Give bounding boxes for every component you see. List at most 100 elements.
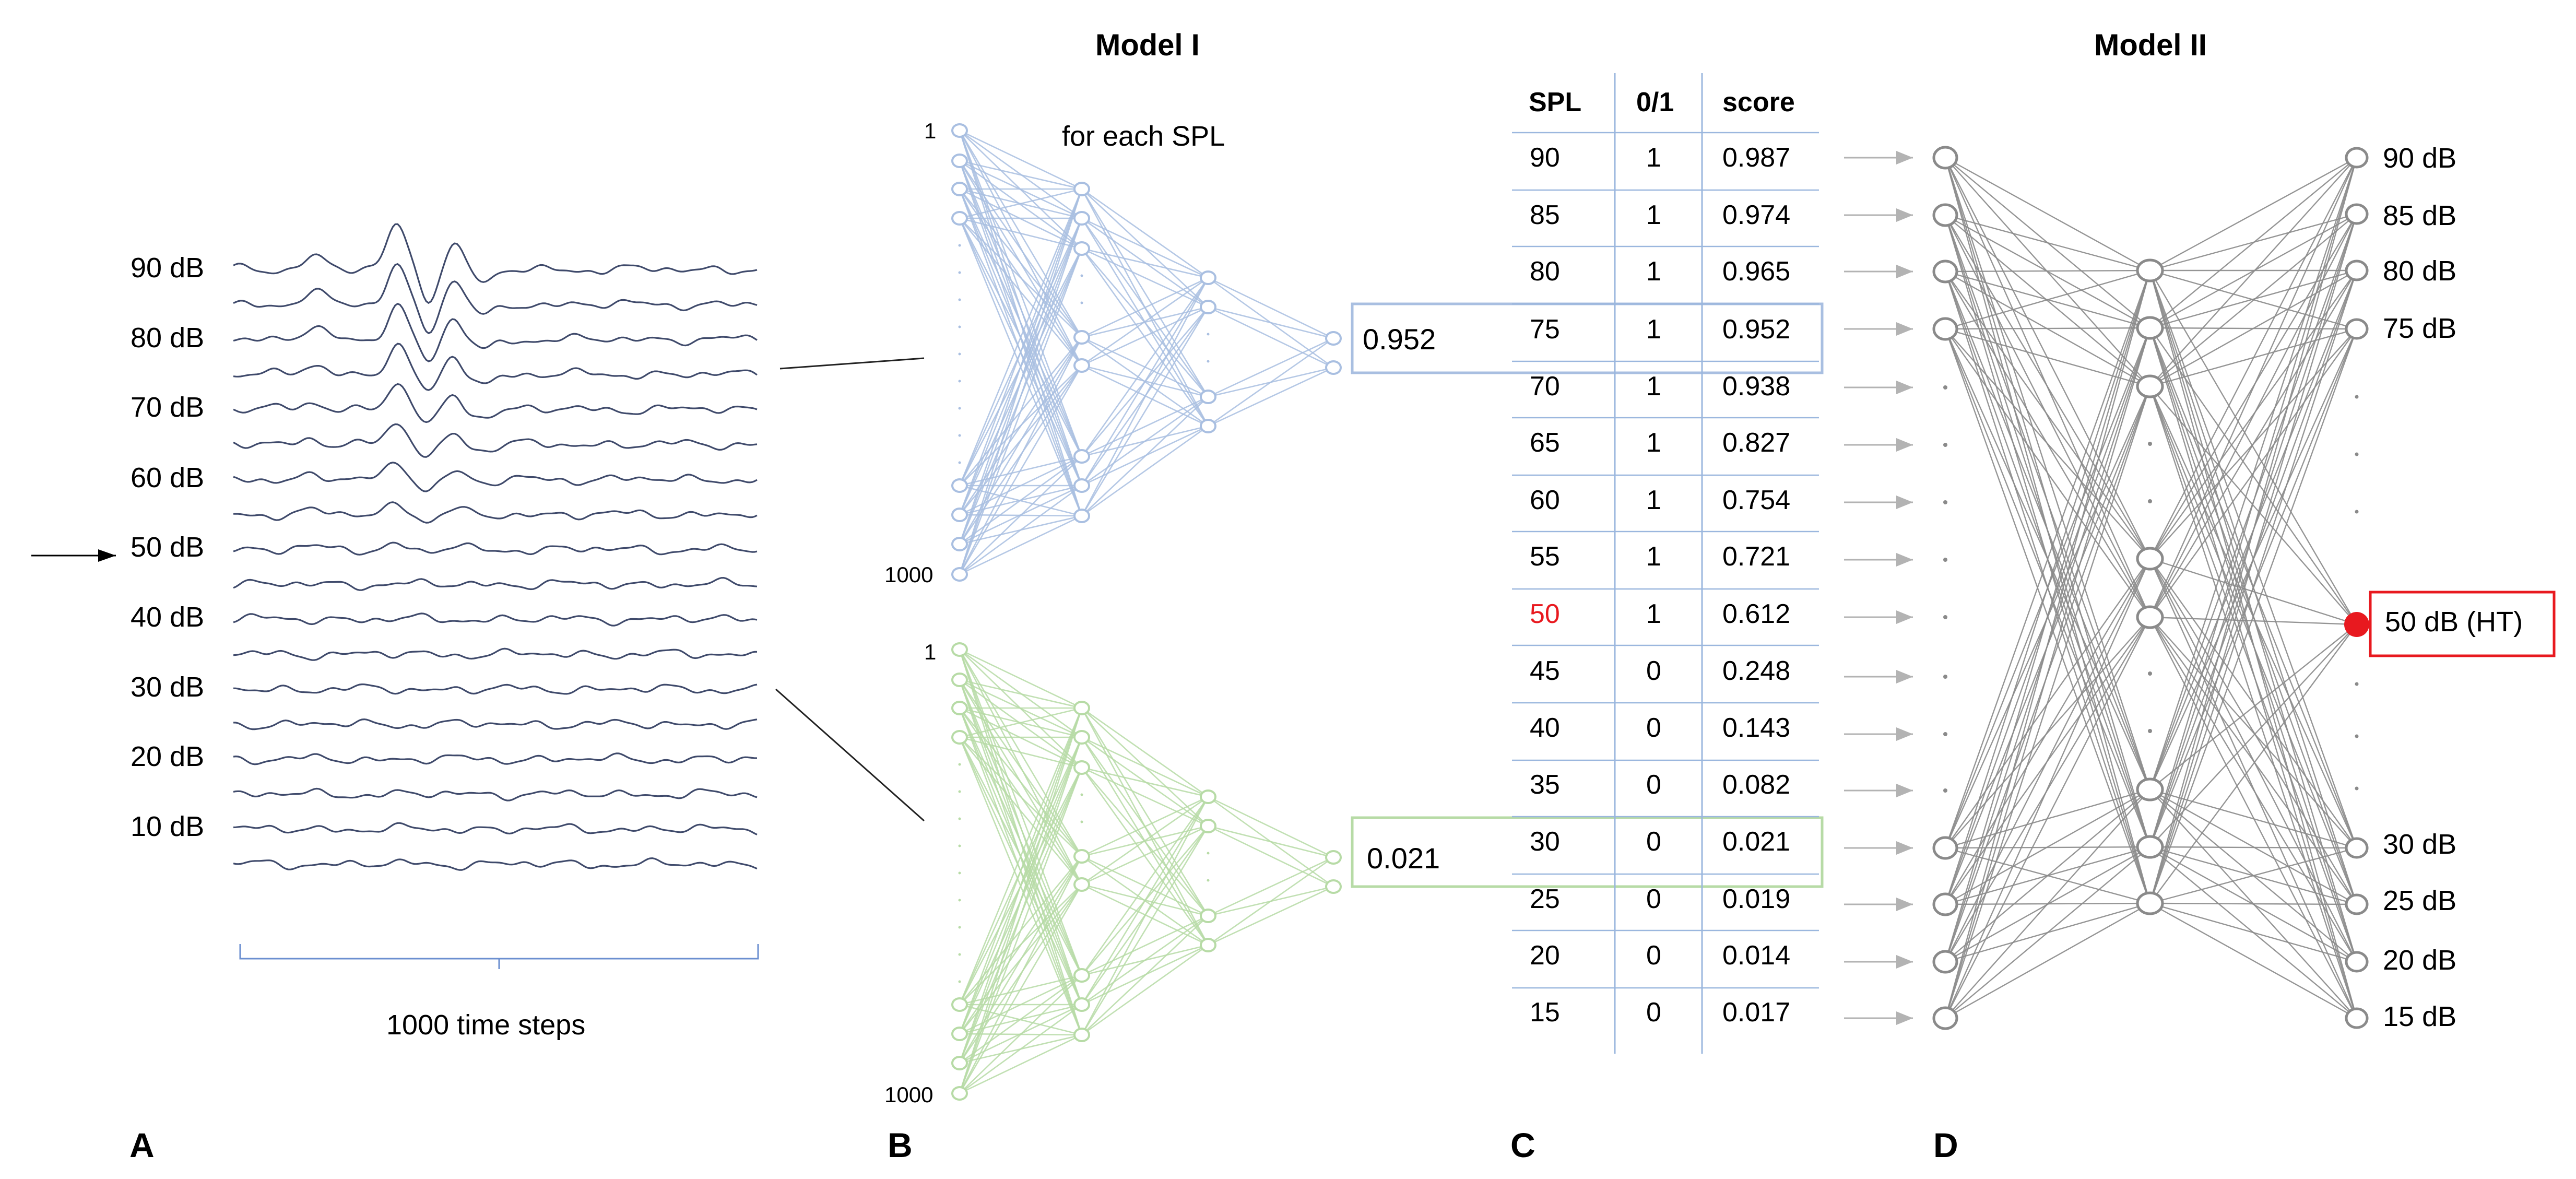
table-cell-label: 1 xyxy=(1646,143,1661,173)
table-cell-label: 1 xyxy=(1646,314,1661,345)
green-net-node xyxy=(1200,789,1216,804)
blue-net-node xyxy=(951,123,968,138)
green-output-box xyxy=(1351,816,1824,888)
blue-net-ellipsis-dot xyxy=(958,434,961,437)
model-two-edge xyxy=(2149,157,2357,387)
table-cell-label: 1 xyxy=(1646,541,1661,572)
model-two-edge xyxy=(1945,214,2150,272)
model-two-output-node xyxy=(2345,203,2369,225)
green-net-edge xyxy=(959,649,1082,709)
blue-net-edge xyxy=(1208,337,1334,427)
connector-to-blue-net xyxy=(779,357,925,370)
blue-net-edge xyxy=(959,160,1083,338)
blue-net-node xyxy=(951,537,968,551)
abr-waveforms xyxy=(31,223,925,969)
blue-net-edge xyxy=(1081,277,1209,457)
model-two-output-node xyxy=(2345,147,2369,169)
blue-net-edge xyxy=(959,188,1083,545)
model-two-edge xyxy=(1945,157,2150,272)
green-net-node xyxy=(1073,1028,1090,1042)
model-two-edge xyxy=(2149,386,2358,905)
green-net-ellipsis-dot xyxy=(1207,879,1210,882)
panel-d-letter: D xyxy=(1933,1126,1958,1164)
model-two-edge xyxy=(2149,157,2358,559)
blue-net-ellipsis-dot xyxy=(958,380,961,383)
green-net-ellipsis-dot xyxy=(1207,852,1210,855)
green-net-node xyxy=(1073,760,1090,775)
blue-net-ellipsis-dot xyxy=(958,407,961,410)
input-ellipsis-dot xyxy=(1943,500,1947,504)
db-label-80: 80 dB xyxy=(131,322,205,353)
model-two-edge xyxy=(1945,789,2150,962)
waveform-trace xyxy=(233,223,758,304)
table-cell-spl: 40 xyxy=(1530,713,1560,743)
blue-output-score: 0.952 xyxy=(1363,323,1436,356)
green-net-edge xyxy=(1081,767,1209,827)
output-ellipsis-dot xyxy=(2355,682,2359,686)
green-net-edge xyxy=(1208,796,1334,858)
blue-net-edge xyxy=(959,188,1083,486)
green-net-ellipsis-dot xyxy=(958,817,961,820)
blue-net-node xyxy=(1073,478,1090,493)
model-two-edge xyxy=(2149,157,2357,272)
green-net-edge xyxy=(1081,708,1209,916)
hidden-ellipsis-dot xyxy=(2148,671,2152,676)
panel-c-letter: C xyxy=(1510,1126,1535,1164)
blue-net-edge xyxy=(959,160,1082,190)
model-two-edge xyxy=(1944,327,2151,1019)
green-net-edge xyxy=(1081,796,1209,886)
output-label-25: 25 dB xyxy=(2383,885,2457,916)
table-cell-spl: 55 xyxy=(1530,541,1560,572)
blue-net-node xyxy=(1325,360,1342,375)
table-cell-score: 0.721 xyxy=(1722,541,1791,572)
model-two-hidden-node xyxy=(2136,891,2164,915)
green-net-ellipsis-dot xyxy=(1080,820,1083,823)
model-two-edge xyxy=(2149,616,2357,626)
blue-net-edge xyxy=(959,485,1082,575)
table-cell-label: 0 xyxy=(1646,884,1661,914)
table-cell-score: 0.987 xyxy=(1722,143,1791,173)
blue-net-ellipsis-dot xyxy=(1207,333,1210,336)
output-ellipsis-dot xyxy=(2355,395,2359,399)
table-cell-label: 1 xyxy=(1646,428,1661,458)
time-axis-label: 1000 time steps xyxy=(386,1009,586,1041)
table-cell-label: 1 xyxy=(1646,371,1661,402)
waveform-trace xyxy=(233,787,758,801)
model-two-edge xyxy=(2149,157,2358,904)
green-input-last-index: 1000 xyxy=(884,1082,933,1107)
waveform-trace xyxy=(233,501,758,524)
blue-net-node xyxy=(1200,300,1216,314)
output-ellipsis-dot xyxy=(2355,786,2359,791)
green-net-edge xyxy=(959,856,1083,1094)
model-two-input-node xyxy=(1932,836,1958,860)
blue-net-edge xyxy=(959,188,1082,219)
blue-net-edge xyxy=(959,456,1082,575)
green-net-edge xyxy=(1081,767,1209,798)
model-two-hidden-node xyxy=(2136,374,2164,398)
green-net-node xyxy=(951,1086,968,1101)
input-ellipsis-dot xyxy=(1943,675,1947,679)
model-two-edge xyxy=(1945,269,2150,330)
model-two-input-node xyxy=(1932,146,1958,170)
table-cell-score: 0.248 xyxy=(1722,656,1791,686)
table-cell-score: 0.754 xyxy=(1722,485,1791,515)
green-net-edge xyxy=(959,975,1082,1094)
green-net-node xyxy=(951,701,968,715)
blue-input-last-index: 1000 xyxy=(884,562,933,587)
model-two-edge xyxy=(1944,270,2151,962)
table-cell-spl: 75 xyxy=(1530,314,1560,345)
blue-net-edge xyxy=(1081,306,1209,516)
green-net-node xyxy=(1073,968,1090,983)
table-cell-score: 0.017 xyxy=(1722,997,1791,1028)
blue-net-edge xyxy=(1081,396,1209,457)
table-cell-spl: 85 xyxy=(1530,200,1560,230)
table-cell-score: 0.938 xyxy=(1722,371,1791,402)
model-one-blue-network xyxy=(951,123,1824,582)
waveform-trace xyxy=(233,383,758,423)
panel-b-letter: B xyxy=(888,1126,913,1164)
blue-net-node xyxy=(1200,270,1216,285)
green-net-edge xyxy=(1081,767,1209,946)
green-net-edge xyxy=(959,679,1083,976)
output-label-15: 15 dB xyxy=(2383,1001,2457,1032)
blue-net-ellipsis-dot xyxy=(958,352,961,356)
